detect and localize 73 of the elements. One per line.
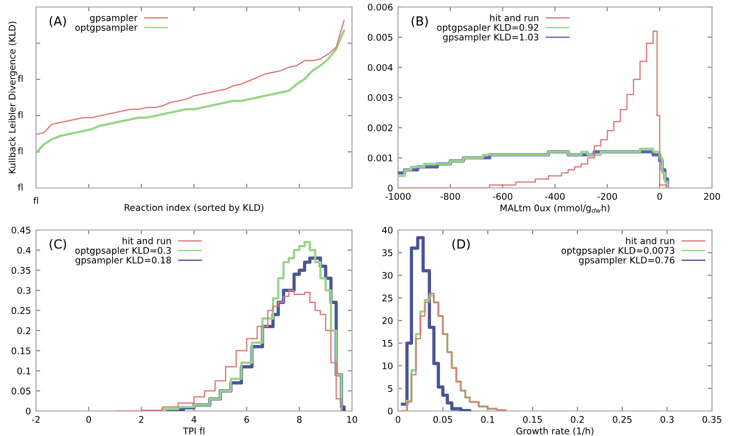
- text: fl: [18, 75, 23, 82]
- y-tick-label: 0.35: [12, 266, 30, 274]
- x-tick-label: 0.35: [702, 416, 722, 423]
- legend-label: optgpsampler: [75, 24, 138, 33]
- legend-label: optgpsapler KLD=0.3: [75, 246, 171, 256]
- x-tick-label: 10: [347, 416, 358, 423]
- x-tick-label: 200: [704, 193, 720, 200]
- y-tick-label: 0: [26, 408, 31, 415]
- y-tick-label: 0: [388, 408, 393, 415]
- x-tick-label: 0: [86, 416, 91, 423]
- y-tick-label: 0: [388, 184, 393, 192]
- y-tick-label: 30: [382, 272, 393, 279]
- x-tick-label: 0: [396, 416, 400, 423]
- annotation: (C): [50, 239, 66, 250]
- text: fl: [18, 111, 23, 118]
- x-tick-label: -1000: [385, 193, 411, 200]
- x-tick-label: 0.2: [570, 416, 584, 423]
- x-tick-label: 6: [244, 416, 249, 423]
- y-tick-label: 5: [388, 385, 392, 392]
- legend-label: gpsampler KLD=1.03: [443, 34, 538, 42]
- legend-label: optgpsapler KLD=0.92: [437, 24, 538, 33]
- x-tick-label: 0.3: [660, 416, 674, 423]
- x-tick-label: 0: [657, 193, 662, 200]
- x-axis-title: Reaction index (sorted by KLD): [124, 204, 264, 213]
- legend-label: gpsampler KLD=0.18: [76, 256, 171, 266]
- x-tick-label: 0.15: [523, 416, 542, 423]
- y-tick-label: 0.004: [368, 64, 393, 71]
- y-tick-label: 0.05: [12, 388, 30, 394]
- y-tick-label: 0.2: [17, 327, 30, 334]
- y-tick-label: 0.3: [17, 287, 30, 294]
- x-axis-title: MALtm 0ux (mmol/g$_{dw}$h): [500, 204, 610, 214]
- legend-label: optgpsapler KLD=0.0073: [562, 246, 674, 256]
- x-tick-label: -400: [545, 193, 565, 200]
- y-tick-label: 0.45: [12, 226, 30, 234]
- x-tick-label: -600: [492, 193, 512, 200]
- y-tick-label: 0.003: [368, 94, 392, 102]
- y-tick-label: 20: [382, 317, 393, 324]
- y-tick-label: 10: [382, 362, 393, 370]
- y-tick-label: 35: [382, 249, 392, 256]
- annotation: (B): [412, 16, 428, 28]
- x-tick-label: 2: [139, 416, 144, 423]
- legend-label: gpsampler: [90, 14, 138, 23]
- annotation: (A): [50, 16, 66, 28]
- x-tick-label: -800: [440, 193, 460, 200]
- y-tick-label: 0.001: [368, 154, 392, 162]
- x-tick-label: 0.1: [481, 416, 494, 423]
- annotation: (D): [452, 239, 470, 250]
- legend-label: gpsampler KLD=0.76: [579, 256, 674, 266]
- y-tick-label: 15: [382, 340, 392, 347]
- y-tick-label: 0.25: [12, 307, 30, 314]
- legend-label: hit and run: [122, 237, 171, 244]
- y-axis-title: Kullback Leibler Divergence (KLD): [8, 22, 18, 174]
- text: fl: [18, 184, 23, 190]
- x-tick-label: -2: [32, 416, 40, 423]
- text: fl: [18, 147, 23, 154]
- y-tick-label: 0.15: [12, 347, 30, 354]
- y-tick-label: 0.1: [17, 368, 30, 374]
- x-tick-label: 4: [192, 416, 196, 423]
- x-axis-title: TPI fl: [182, 427, 204, 434]
- text: fl: [33, 197, 38, 204]
- x-tick-label: 0.25: [612, 416, 632, 423]
- y-tick-label: 0.002: [368, 124, 392, 132]
- legend-label: hit and run: [626, 237, 674, 244]
- x-axis-title: Growth rate (1/h): [516, 427, 594, 436]
- y-tick-label: 25: [382, 294, 392, 302]
- x-tick-label: -200: [598, 193, 617, 200]
- y-tick-label: 0.005: [368, 34, 392, 41]
- y-tick-label: 0.006: [368, 4, 393, 11]
- x-tick-label: 0.05: [433, 416, 452, 423]
- x-tick-label: 8: [297, 416, 302, 423]
- legend-label: hit and run: [490, 14, 538, 22]
- y-tick-label: 40: [382, 226, 393, 234]
- y-tick-label: 0.4: [17, 246, 31, 254]
